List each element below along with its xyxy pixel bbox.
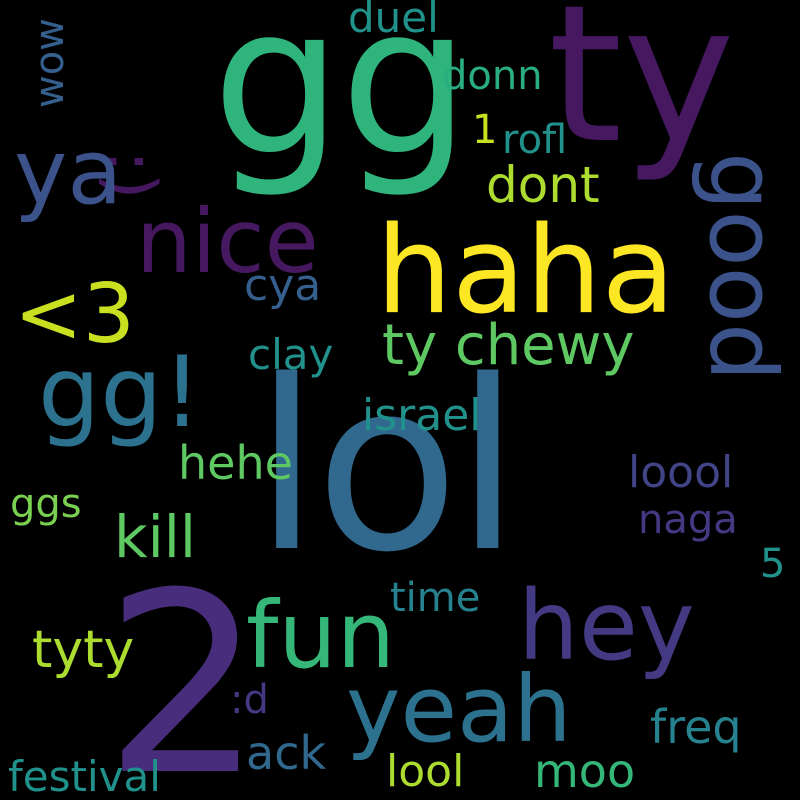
word-yeah: yeah bbox=[346, 656, 572, 763]
word-ggs: ggs bbox=[10, 481, 82, 527]
word-hey: hey bbox=[518, 570, 695, 682]
word-donn: donn bbox=[442, 53, 543, 99]
word-ack: ack bbox=[246, 726, 327, 780]
word-ty: ty bbox=[548, 0, 735, 185]
word-nice: nice bbox=[136, 190, 319, 293]
word-clay: clay bbox=[248, 330, 334, 379]
word-festival: festival bbox=[8, 752, 161, 800]
word-wow: wow bbox=[27, 18, 73, 108]
word-gg-excl: gg! bbox=[38, 336, 202, 450]
word-gg: gg bbox=[212, 0, 470, 201]
word-duel: duel bbox=[348, 0, 439, 42]
word-lool: lool bbox=[386, 746, 465, 797]
word-tyty: tyty bbox=[32, 620, 135, 680]
word-haha: haha bbox=[376, 202, 676, 341]
word-dont: dont bbox=[486, 156, 600, 214]
word-lol: lol bbox=[254, 331, 520, 604]
word-colon-d: :d bbox=[230, 677, 269, 723]
word-ty-chewy: ty chewy bbox=[382, 313, 635, 378]
word-five: 5 bbox=[760, 541, 786, 587]
word-freq: freq bbox=[650, 700, 742, 754]
word-one: 1 bbox=[472, 107, 498, 153]
word-loool: loool bbox=[628, 447, 734, 498]
word-hehe: hehe bbox=[178, 436, 293, 490]
word-rofl: rofl bbox=[502, 117, 568, 163]
word-heart: <3 bbox=[14, 267, 135, 362]
word-fun: fun bbox=[246, 582, 396, 689]
word-two: 2 bbox=[104, 539, 264, 800]
word-time: time bbox=[390, 575, 481, 621]
word-moo: moo bbox=[534, 744, 636, 798]
word-israel: israel bbox=[362, 390, 482, 441]
word-naga: naga bbox=[638, 497, 738, 543]
word-cya: cya bbox=[244, 260, 322, 311]
word-ya: ya bbox=[14, 120, 123, 225]
word-kill: kill bbox=[114, 503, 196, 571]
word-good: good bbox=[689, 152, 796, 382]
